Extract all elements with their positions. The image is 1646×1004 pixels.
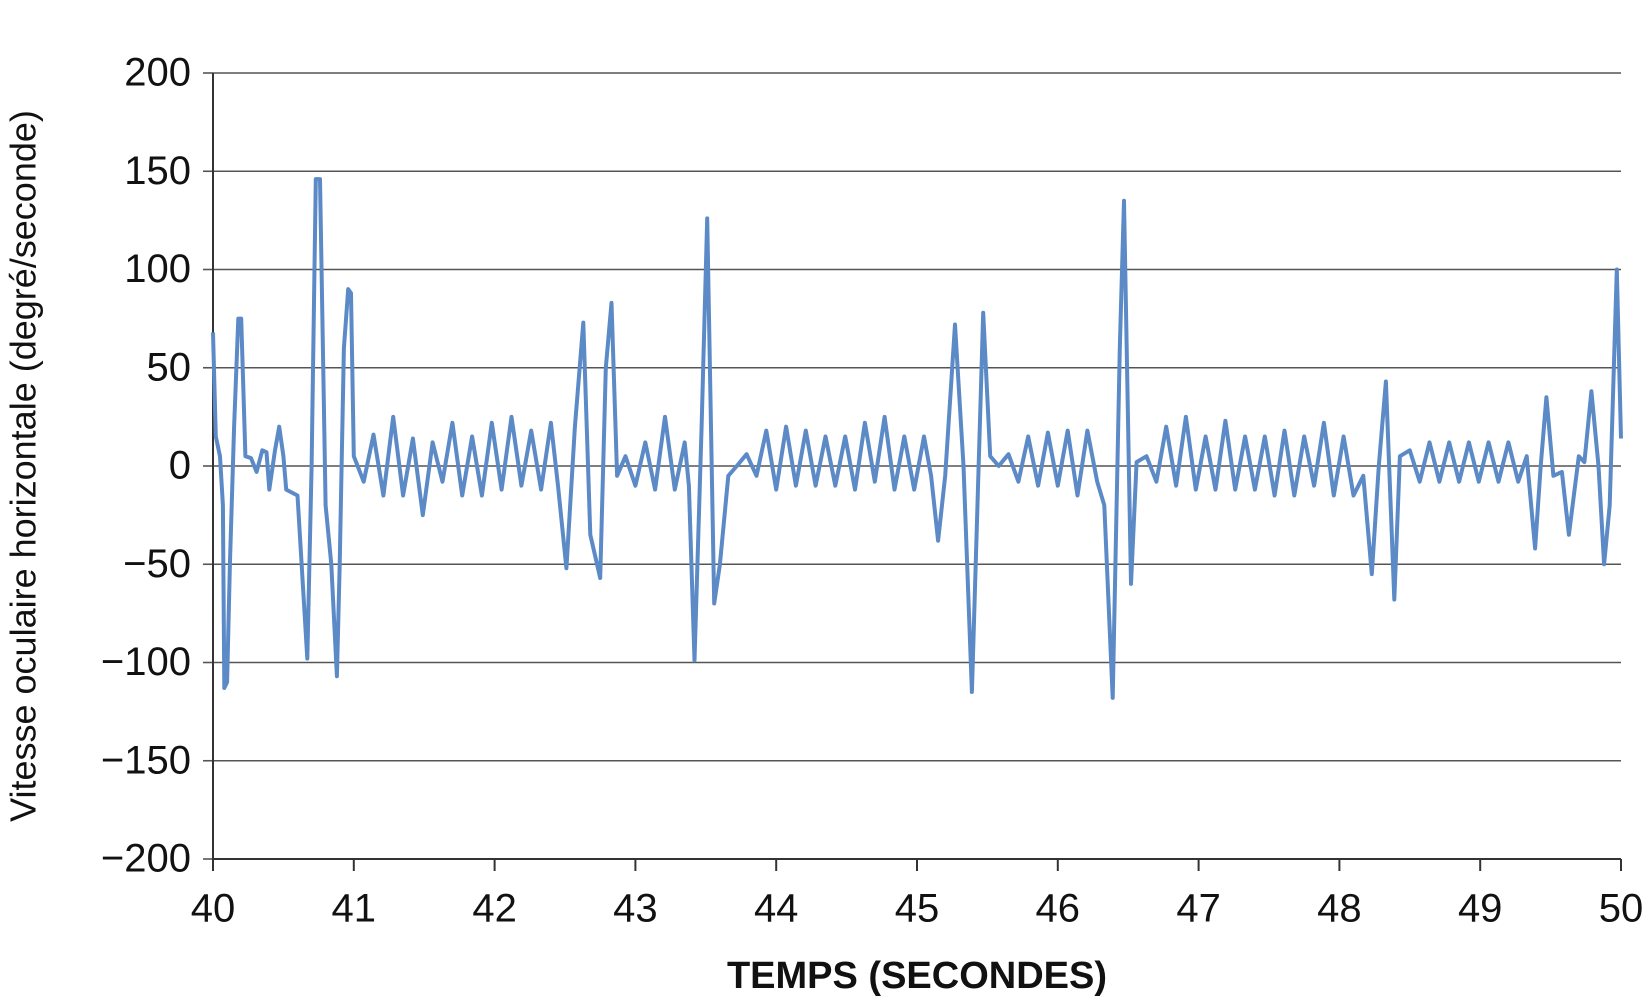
x-tick-label: 49	[1458, 887, 1503, 931]
y-tick-label: −150	[101, 738, 191, 782]
y-tick-label: 100	[124, 247, 191, 291]
x-tick-label: 45	[895, 887, 940, 931]
x-tick-label: 50	[1599, 887, 1644, 931]
y-axis-title: Vitesse oculaire horizontale (degré/seco…	[3, 110, 44, 822]
x-tick-label: 48	[1317, 887, 1362, 931]
x-tick-label: 42	[472, 887, 517, 931]
y-tick-label: 150	[124, 149, 191, 193]
x-tick-label: 46	[1036, 887, 1081, 931]
y-tick-label: 0	[169, 444, 191, 488]
x-tick-label: 47	[1176, 887, 1221, 931]
x-tick-label: 40	[191, 887, 236, 931]
x-axis-title: TEMPS (SECONDES)	[727, 955, 1107, 997]
x-tick-label: 43	[613, 887, 658, 931]
x-tick-label: 44	[754, 887, 799, 931]
y-tick-label: −100	[101, 640, 191, 684]
y-tick-label: 50	[147, 345, 192, 389]
y-tick-label: 200	[124, 51, 191, 95]
y-tick-label: −50	[123, 542, 191, 586]
data-line	[211, 177, 1623, 700]
x-tick-label: 41	[332, 887, 377, 931]
y-tick-label: −200	[101, 837, 191, 881]
